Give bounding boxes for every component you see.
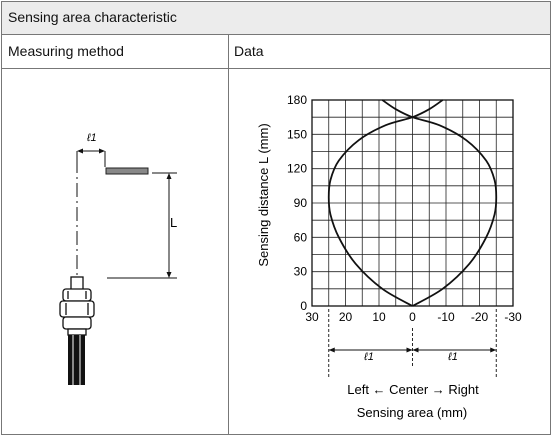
x-axis-label: Sensing area (mm) <box>357 405 468 420</box>
x-tick-label: 10 <box>372 310 386 324</box>
measuring-method-diagram: ℓ1 L <box>59 132 177 385</box>
y-tick-label: 120 <box>287 162 307 176</box>
x-tick-label: 20 <box>339 310 353 324</box>
y-tick-label: 0 <box>300 299 307 313</box>
dimension-arrow <box>328 347 335 353</box>
x-tick-label: -20 <box>471 310 489 324</box>
x-tick-label: -30 <box>504 310 522 324</box>
sensor-cable <box>68 335 85 385</box>
data-header: Data <box>234 43 264 59</box>
x-tick-label: 30 <box>305 310 319 324</box>
direction-label: Left ← Center → Right <box>347 382 479 397</box>
x-tick-label: 0 <box>409 310 416 324</box>
dimension-arrow <box>406 347 413 353</box>
l1-dimension-label: ℓ1 <box>86 132 97 144</box>
l1-right-label: ℓ1 <box>447 351 458 363</box>
measuring-method-header: Measuring method <box>8 43 124 59</box>
dimension-arrow <box>490 347 497 353</box>
sensing-curve-2 <box>381 99 498 307</box>
y-tick-label: 150 <box>287 127 307 141</box>
y-axis-label: Sensing distance L (mm) <box>256 123 271 266</box>
x-tick-label: -10 <box>437 310 455 324</box>
dimension-arrow <box>412 347 419 353</box>
target-plate <box>105 167 149 175</box>
l1-left-label: ℓ1 <box>363 351 374 363</box>
column-divider <box>228 35 229 434</box>
sensing-area-chart: Sensing distance L (mm) Sensing area (mm… <box>256 93 522 420</box>
y-tick-label: 60 <box>294 230 308 244</box>
sensor-head <box>59 276 95 336</box>
y-tick-label: 90 <box>294 196 308 210</box>
l-dimension-label: L <box>170 215 177 230</box>
chart-grid <box>311 99 514 307</box>
table-title-row: Sensing area characteristic <box>2 2 550 35</box>
y-tick-label: 30 <box>294 265 308 279</box>
y-tick-label: 180 <box>287 93 307 107</box>
table-title: Sensing area characteristic <box>8 9 177 25</box>
table-header-row: Measuring method Data <box>2 35 550 69</box>
